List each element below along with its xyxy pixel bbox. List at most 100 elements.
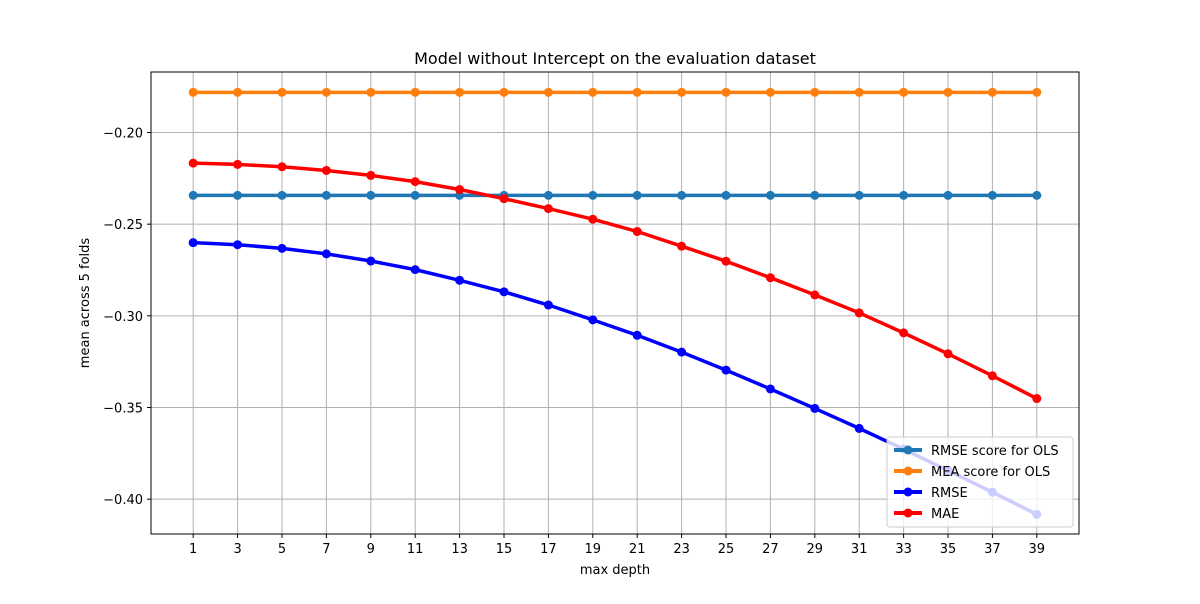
data-point bbox=[810, 190, 820, 200]
legend-marker bbox=[903, 508, 913, 518]
x-tick-label: 35 bbox=[940, 542, 957, 557]
data-point bbox=[765, 87, 775, 97]
data-point bbox=[943, 190, 953, 200]
data-point bbox=[588, 214, 598, 224]
data-point bbox=[321, 190, 331, 200]
data-point bbox=[410, 265, 420, 275]
series-rmse-score-for-ols bbox=[188, 190, 1042, 200]
data-point bbox=[765, 190, 775, 200]
data-point bbox=[677, 241, 687, 251]
data-point bbox=[854, 87, 864, 97]
legend-marker bbox=[903, 466, 913, 476]
legend-item-mae: MAE bbox=[894, 507, 959, 522]
x-tick-label: 33 bbox=[895, 542, 912, 557]
legend-marker bbox=[903, 445, 913, 455]
legend: RMSE score for OLS MEA score for OLS RMS… bbox=[886, 436, 1074, 528]
data-point bbox=[1032, 190, 1042, 200]
data-point bbox=[410, 87, 420, 97]
y-axis-label: mean across 5 folds bbox=[78, 238, 93, 369]
data-point bbox=[632, 227, 642, 236]
x-tick-label: 25 bbox=[718, 542, 735, 557]
y-tick-label: −0.35 bbox=[103, 402, 143, 417]
data-point bbox=[810, 87, 820, 97]
data-point bbox=[233, 159, 243, 169]
x-tick-label: 31 bbox=[851, 542, 868, 557]
x-tick-label: 11 bbox=[407, 542, 424, 557]
y-tick-label: −0.40 bbox=[103, 493, 143, 508]
data-point bbox=[188, 238, 198, 248]
x-tick-label: 15 bbox=[496, 542, 513, 557]
legend-label: RMSE bbox=[931, 486, 968, 501]
data-point bbox=[410, 177, 420, 187]
data-point bbox=[543, 204, 553, 214]
series-line bbox=[191, 161, 1039, 401]
data-point bbox=[588, 315, 598, 325]
y-tick-label: −0.20 bbox=[103, 127, 143, 142]
series-mae bbox=[188, 158, 1042, 404]
legend-box bbox=[886, 436, 1074, 528]
data-point bbox=[810, 290, 820, 300]
plot-frame bbox=[150, 71, 1080, 535]
data-point bbox=[277, 243, 287, 253]
data-point bbox=[321, 249, 331, 259]
data-point bbox=[899, 87, 909, 97]
data-point bbox=[721, 190, 731, 200]
x-tick-label: 23 bbox=[673, 542, 690, 557]
data-point bbox=[499, 194, 509, 204]
legend-label: MAE bbox=[931, 507, 959, 522]
data-point bbox=[677, 190, 687, 200]
legend-item-rmse: RMSE bbox=[894, 486, 968, 501]
data-point bbox=[233, 87, 243, 97]
legend-marker bbox=[903, 487, 913, 497]
data-point bbox=[854, 308, 864, 318]
data-point bbox=[987, 87, 997, 97]
data-point bbox=[987, 190, 997, 200]
data-point bbox=[543, 190, 553, 200]
legend-item-mea-ols: MEA score for OLS bbox=[894, 465, 1050, 480]
x-tick-label: 7 bbox=[322, 542, 330, 557]
data-point bbox=[233, 240, 243, 250]
data-point bbox=[277, 190, 287, 200]
data-point bbox=[188, 87, 198, 97]
x-tick-label: 17 bbox=[540, 542, 557, 557]
x-tick-label: 19 bbox=[585, 542, 602, 557]
data-point bbox=[721, 87, 731, 97]
data-point bbox=[1032, 394, 1042, 404]
data-point bbox=[854, 423, 864, 433]
y-tick-label: −0.30 bbox=[103, 310, 143, 325]
x-tick-label: 9 bbox=[367, 542, 375, 557]
x-tick-label: 13 bbox=[451, 542, 468, 557]
x-tick-label: 1 bbox=[189, 542, 197, 557]
data-point bbox=[455, 87, 465, 97]
data-point bbox=[321, 165, 331, 175]
chart-title: Model without Intercept on the evaluatio… bbox=[414, 49, 816, 68]
x-tick-label: 21 bbox=[629, 542, 646, 557]
data-point bbox=[943, 87, 953, 97]
data-point bbox=[366, 256, 376, 266]
data-point bbox=[366, 190, 376, 200]
data-point bbox=[677, 87, 687, 97]
data-point bbox=[455, 185, 465, 195]
y-axis-ticks: −0.20 −0.25 −0.30 −0.35 −0.40 bbox=[103, 127, 151, 508]
legend-label: RMSE score for OLS bbox=[931, 444, 1059, 459]
data-point bbox=[854, 190, 864, 200]
data-point bbox=[721, 365, 731, 375]
data-point bbox=[455, 275, 465, 285]
data-point bbox=[1032, 87, 1042, 97]
data-point bbox=[188, 158, 198, 168]
y-tick-label: −0.25 bbox=[103, 218, 143, 233]
x-tick-label: 5 bbox=[278, 542, 286, 557]
data-point bbox=[188, 190, 198, 200]
x-tick-label: 37 bbox=[984, 542, 1001, 557]
data-point bbox=[987, 371, 997, 381]
data-point bbox=[277, 87, 287, 97]
data-point bbox=[233, 190, 243, 200]
data-point bbox=[677, 347, 687, 357]
series-mea-score-for-ols bbox=[188, 87, 1042, 97]
data-point bbox=[277, 162, 287, 172]
data-point bbox=[366, 170, 376, 180]
data-point bbox=[721, 256, 731, 266]
x-axis-label: max depth bbox=[580, 563, 650, 578]
